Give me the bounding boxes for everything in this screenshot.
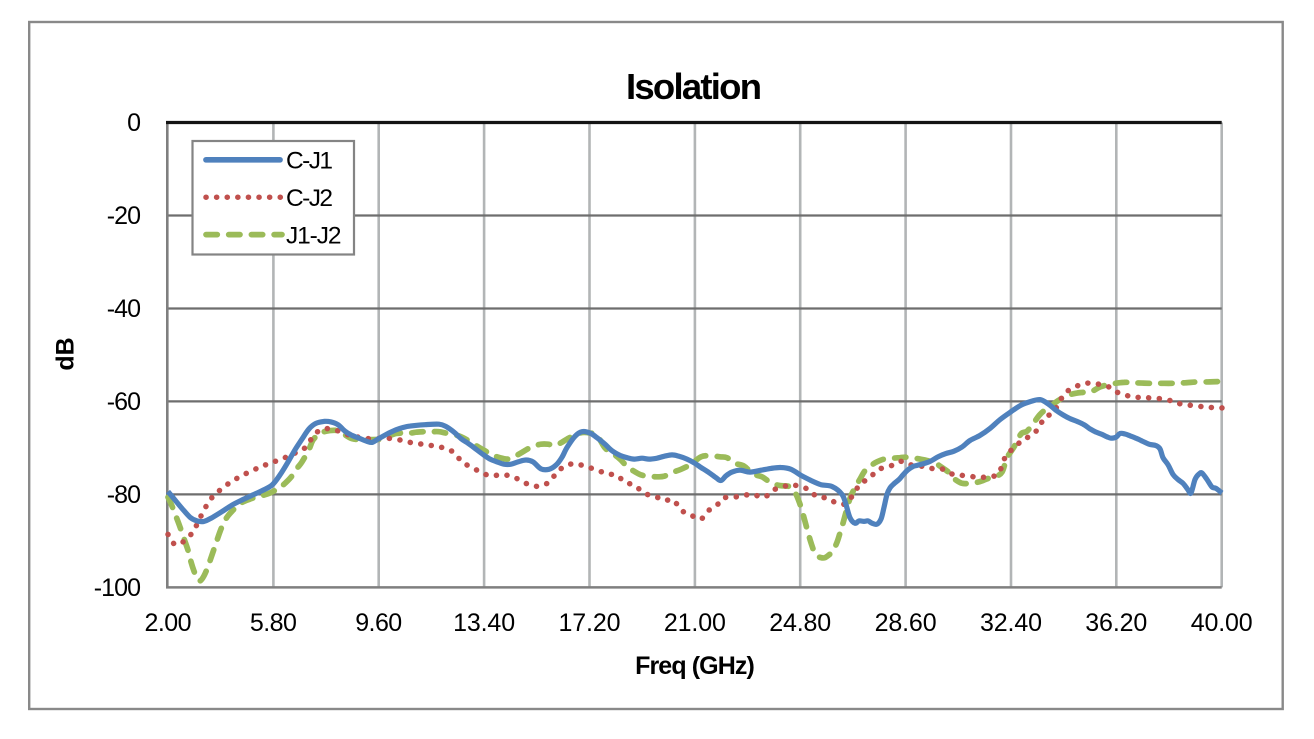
svg-text:-80: -80 (107, 481, 141, 509)
svg-text:21.00: 21.00 (664, 609, 726, 637)
svg-text:13.40: 13.40 (453, 609, 515, 637)
svg-text:-40: -40 (107, 295, 141, 323)
svg-text:Freq (GHz): Freq (GHz) (635, 652, 754, 680)
svg-text:40.00: 40.00 (1191, 609, 1253, 637)
svg-text:9.60: 9.60 (355, 609, 402, 637)
svg-text:0: 0 (127, 109, 141, 137)
svg-text:-20: -20 (107, 202, 141, 230)
svg-text:Isolation: Isolation (626, 66, 762, 107)
svg-text:J1-J2: J1-J2 (286, 222, 342, 249)
svg-text:C-J1: C-J1 (286, 148, 333, 175)
svg-text:C-J2: C-J2 (286, 185, 333, 212)
svg-text:5.80: 5.80 (250, 609, 297, 637)
svg-text:17.20: 17.20 (559, 609, 621, 637)
svg-text:32.40: 32.40 (980, 609, 1042, 637)
svg-text:dB: dB (52, 337, 80, 370)
svg-text:-100: -100 (94, 574, 141, 602)
svg-text:28.60: 28.60 (875, 609, 937, 637)
svg-text:36.20: 36.20 (1085, 609, 1147, 637)
svg-text:-60: -60 (107, 388, 141, 416)
svg-text:2.00: 2.00 (145, 609, 192, 637)
svg-text:24.80: 24.80 (769, 609, 831, 637)
